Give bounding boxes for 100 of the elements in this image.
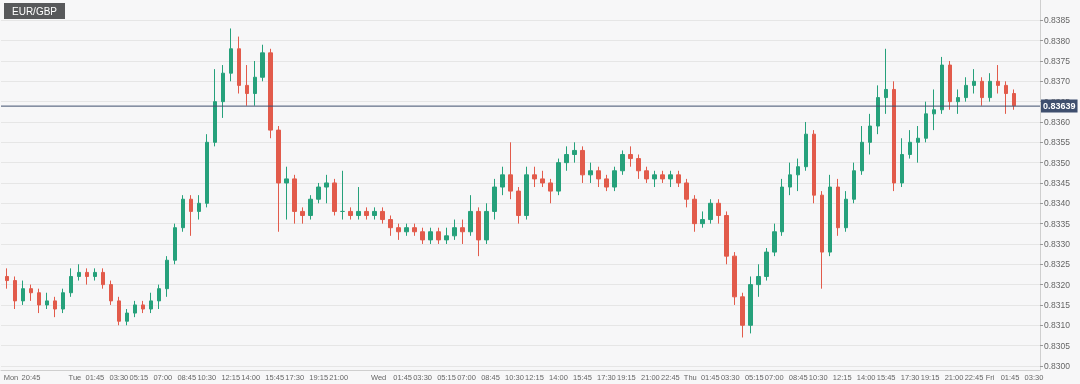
- candlestick: [292, 174, 297, 225]
- candlestick: [740, 292, 745, 338]
- candlestick: [788, 162, 792, 196]
- candlestick: [388, 214, 393, 237]
- candlestick: [29, 284, 33, 302]
- candlestick: [668, 170, 673, 188]
- candlestick: [197, 194, 201, 221]
- y-tick-label: 0.8305: [1044, 340, 1071, 351]
- candlestick: [660, 170, 665, 184]
- candlestick: [53, 296, 57, 318]
- y-tick-label: 0.8385: [1044, 15, 1071, 26]
- candlestick: [332, 178, 337, 216]
- candlestick: [93, 267, 97, 282]
- candlestick: [133, 300, 137, 318]
- candlestick: [109, 280, 113, 306]
- candlestick: [804, 121, 808, 172]
- y-tick-label: 0.8375: [1044, 55, 1071, 66]
- candlestick: [932, 88, 936, 131]
- y-tick-label: 0.8370: [1044, 76, 1071, 87]
- candlestick: [268, 48, 273, 139]
- candlestick: [996, 64, 1000, 95]
- candlestick: [620, 149, 625, 176]
- candlestick: [972, 68, 976, 95]
- candlestick: [61, 288, 65, 314]
- candlestick: [229, 27, 233, 82]
- candlestick: [452, 219, 457, 241]
- text: EUR/GBP: [12, 5, 58, 17]
- candlestick: [748, 275, 753, 334]
- candlestick: [284, 166, 289, 221]
- candlestick: [508, 141, 513, 200]
- candlestick: [420, 227, 425, 245]
- y-tick-label: 0.8340: [1044, 198, 1071, 209]
- candlestick: [844, 190, 848, 233]
- candlestick: [468, 194, 473, 237]
- candlestick: [524, 166, 529, 221]
- candlestick: [948, 60, 952, 111]
- candlestick: [588, 162, 593, 184]
- candlestick: [772, 223, 777, 257]
- candlestick: [173, 223, 177, 265]
- candlestick: [908, 129, 912, 160]
- candlestick: [221, 64, 225, 119]
- candlestick: [564, 145, 569, 172]
- candlestick: [460, 219, 465, 245]
- candlestick: [380, 206, 385, 225]
- candlestick: [428, 227, 433, 245]
- candlestick: [516, 186, 521, 225]
- y-tick-label: 0.8360: [1044, 116, 1071, 127]
- candlestick: [141, 300, 145, 314]
- candlestick: [500, 166, 505, 196]
- candlestick: [836, 178, 840, 237]
- candlestick: [556, 158, 561, 196]
- candlestick: [780, 178, 784, 237]
- candlestick: [125, 308, 129, 326]
- candlestick: [189, 194, 193, 237]
- candlestick: [324, 174, 329, 204]
- y-tick-label: 0.8325: [1044, 259, 1071, 270]
- candlestick: [892, 80, 896, 192]
- y-tick-label: 0.8315: [1044, 299, 1071, 310]
- candlestick: [916, 125, 920, 164]
- candlestick: [988, 72, 992, 103]
- candlestick: [412, 223, 417, 237]
- candlestick: [45, 292, 49, 310]
- candlestick: [940, 56, 944, 115]
- candlestick: [69, 267, 73, 298]
- candlestick: [117, 296, 121, 326]
- candlestick: [860, 125, 864, 176]
- candlestick: [364, 206, 369, 221]
- candlestick: [820, 190, 824, 290]
- candlestick: [396, 223, 401, 241]
- y-tick-label: 0.8310: [1044, 320, 1071, 331]
- candlestick: [900, 137, 904, 188]
- candlestick: [237, 36, 241, 95]
- candlestick: [37, 288, 41, 314]
- candlestick: [484, 202, 489, 245]
- candlestick: [404, 223, 409, 237]
- candlestick: [796, 158, 800, 192]
- y-tick-label: 0.8300: [1044, 360, 1071, 371]
- candlestick: [444, 227, 449, 245]
- y-tick-label: 0.8350: [1044, 157, 1071, 168]
- candlestick: [101, 267, 105, 290]
- y-tick-label: 0.8355: [1044, 137, 1071, 148]
- candlestick: [980, 76, 984, 107]
- candlestick: [260, 44, 265, 82]
- candlestick: [205, 133, 209, 208]
- ref-line-label: 0.83639: [1043, 101, 1076, 112]
- candlestick: [852, 162, 856, 204]
- candlestick: [548, 178, 553, 204]
- candlestick: [245, 64, 249, 107]
- y-tick-label: 0.8345: [1044, 177, 1071, 188]
- candlestick: [157, 284, 161, 310]
- candlestick: [165, 255, 169, 298]
- candlestick: [308, 194, 313, 221]
- candlestick: [708, 198, 713, 225]
- candlestick: [924, 101, 928, 143]
- candlestick: [372, 206, 377, 221]
- candlestick: [149, 292, 153, 314]
- candlestick: [756, 263, 761, 298]
- candlestick: [684, 178, 689, 208]
- candlestick: [628, 145, 633, 168]
- candlestick: [812, 129, 816, 204]
